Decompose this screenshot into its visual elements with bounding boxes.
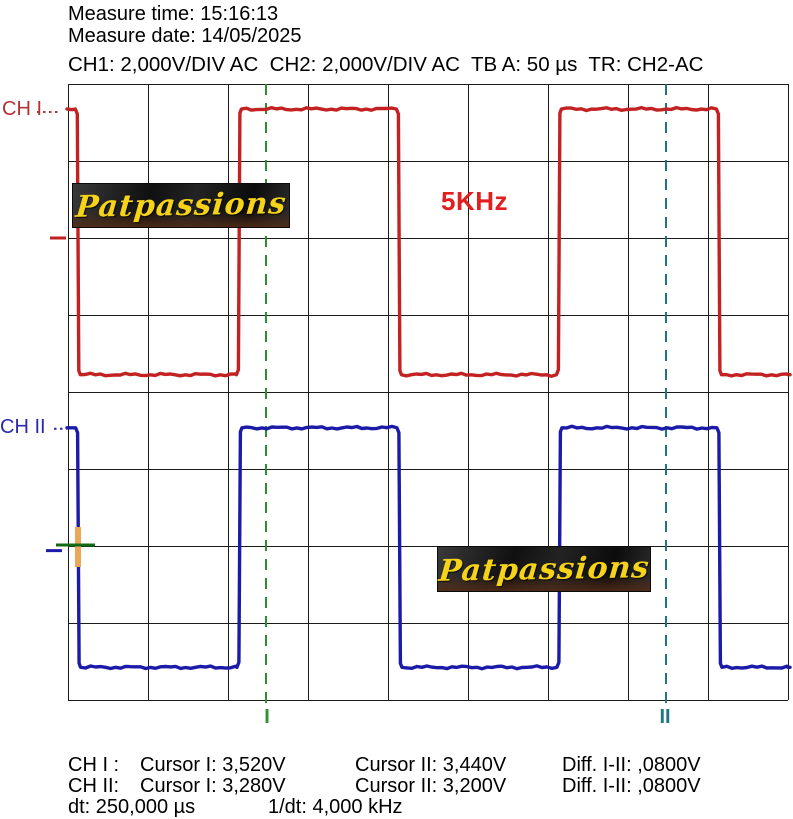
watermark-badge: Patpassions bbox=[72, 183, 290, 228]
watermark-text: Patpassions bbox=[437, 549, 651, 589]
watermark-badge: Patpassions bbox=[437, 546, 651, 592]
ch1-cursor1-value: Cursor I: 3,520V bbox=[140, 754, 286, 776]
cursor2-label: II bbox=[659, 706, 671, 728]
ch1-diff-value: Diff. I-II: ,0800V bbox=[562, 754, 701, 776]
ch2-readout-label: CH II: bbox=[68, 775, 120, 797]
ch1-cursor2-value: Cursor II: 3,440V bbox=[355, 754, 507, 776]
measure-date: Measure date: 14/05/2025 bbox=[68, 25, 302, 47]
inv-dt-value: 1/dt: 4,000 kHz bbox=[268, 796, 403, 818]
watermark-text: Patpassions bbox=[74, 186, 288, 225]
ch2-cursor2-value: Cursor II: 3,200V bbox=[355, 775, 507, 797]
ch2-label: CH II bbox=[0, 416, 46, 438]
ch2-diff-value: Diff. I-II: ,0800V bbox=[562, 775, 701, 797]
channel-settings: CH1: 2,000V/DIV AC CH2: 2,000V/DIV AC TB… bbox=[68, 53, 704, 76]
ch1-label: CH I bbox=[2, 98, 42, 120]
cursor1-label: I bbox=[264, 706, 270, 728]
ch1-readout-label: CH I : bbox=[68, 754, 120, 776]
dt-value: dt: 250,000 µs bbox=[68, 796, 196, 818]
measure-time: Measure time: 15:16:13 bbox=[68, 3, 279, 25]
ch2-cursor1-value: Cursor I: 3,280V bbox=[140, 775, 286, 797]
frequency-annotation: 5KHz bbox=[441, 186, 509, 216]
